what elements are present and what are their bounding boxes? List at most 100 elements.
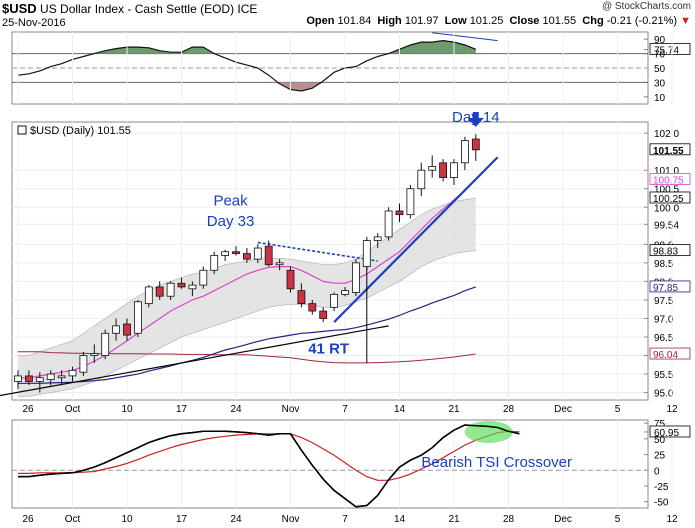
brand-label: @ StockCharts.com <box>601 1 691 12</box>
title-text: US Dollar Index - Cash Settle (EOD) ICE <box>40 2 258 16</box>
x-tick-label-lower: 7 <box>342 514 348 525</box>
x-tick-label-main: 26 <box>22 404 34 415</box>
candle <box>155 286 164 297</box>
upper-y-tick-label: 75.74 <box>654 45 679 56</box>
candle <box>253 247 262 260</box>
candle <box>123 323 131 336</box>
upper-y-tick-label: 10 <box>654 93 666 104</box>
x-tick-label-lower: 14 <box>394 514 406 525</box>
candle <box>417 169 426 190</box>
candle <box>450 162 458 178</box>
x-tick-label-lower: 28 <box>503 514 515 525</box>
down-triangle-icon: ▼ <box>680 15 691 27</box>
x-tick-label-lower: Nov <box>282 514 300 525</box>
ohlc-readout: Open 101.84 High 101.97 Low 101.25 Close… <box>306 15 691 27</box>
candle <box>308 303 317 312</box>
low-value: 101.25 <box>469 15 504 27</box>
candle <box>384 210 393 238</box>
candle <box>460 140 469 164</box>
price-tag <box>649 143 691 156</box>
trendline-1 <box>0 325 389 397</box>
main-y-tick-label: 95.0 <box>654 389 674 400</box>
x-tick-label-main: 12 <box>666 404 678 415</box>
x-tick-label-lower: Oct <box>65 514 81 525</box>
x-tick-label-main: 14 <box>394 404 406 415</box>
x-tick-label-main: 21 <box>448 404 460 415</box>
annotation-label: Day 33 <box>207 213 255 230</box>
value-tag <box>649 425 691 438</box>
candle <box>297 290 306 305</box>
lower-y-tick-label: 0 <box>654 466 660 477</box>
x-tick-label-main: Oct <box>65 404 81 415</box>
candle <box>341 290 349 295</box>
price-tag-label: 96.04 <box>653 350 678 361</box>
candle <box>406 188 415 216</box>
candle <box>471 138 480 151</box>
candle <box>373 236 382 242</box>
tsi-line-overlay <box>18 424 520 508</box>
upper-y-tick-label: 30 <box>654 78 666 89</box>
lower-y-tick-label: 50 <box>654 435 666 446</box>
date-label: 25-Nov-2016 <box>2 17 66 29</box>
crossover-annotation: Bearish TSI Crossover <box>421 454 572 471</box>
x-tick-label-main: 5 <box>615 404 621 415</box>
close-label: Close <box>509 15 540 27</box>
chart-title: $USD US Dollar Index - Cash Settle (EOD)… <box>2 1 257 16</box>
candle <box>46 373 55 381</box>
main-y-tick-label: 100.5 <box>654 185 679 196</box>
change-value: -0.21 (-0.21%) <box>606 15 678 27</box>
upper-y-tick-label: 50 <box>654 64 666 75</box>
symbol-label: $USD <box>2 1 37 16</box>
candle <box>362 240 371 267</box>
x-tick-label-main: 28 <box>503 404 515 415</box>
main-y-tick-label: 99.54 <box>654 220 679 231</box>
candle <box>90 353 99 356</box>
change-label: Chg <box>582 15 604 27</box>
candle <box>210 255 219 271</box>
x-tick-label-lower: Dec <box>554 514 572 525</box>
high-label: High <box>377 15 402 27</box>
upper-trendline <box>432 32 498 42</box>
candle <box>144 286 153 305</box>
upper-y-tick-label: 70 <box>654 50 666 61</box>
x-tick-label-lower: 17 <box>176 514 188 525</box>
lower-y-tick-label: -50 <box>654 498 669 509</box>
x-tick-label-lower: 10 <box>121 514 133 525</box>
candle <box>68 369 77 377</box>
candle <box>24 375 33 382</box>
price-tag <box>649 280 691 293</box>
candle <box>35 377 44 382</box>
x-tick-label-main: Dec <box>554 404 572 415</box>
candle <box>112 325 120 334</box>
lower-y-tick-label: -25 <box>654 482 669 493</box>
band-fill <box>18 198 476 397</box>
candle <box>14 375 22 382</box>
tsi-signal-line <box>18 430 520 481</box>
lower-y-tick-label: 75 <box>654 419 666 430</box>
high-value: 101.97 <box>404 15 439 27</box>
candle <box>242 253 251 260</box>
ma-long-line <box>18 286 476 384</box>
price-tag <box>649 173 691 185</box>
x-tick-label-main: 7 <box>342 404 348 415</box>
price-tag-label: 100.25 <box>653 194 684 205</box>
candle <box>166 282 175 297</box>
x-tick-label-main: 10 <box>121 404 133 415</box>
x-tick-label-lower: 24 <box>230 514 242 525</box>
trendline-3 <box>257 241 378 262</box>
candle <box>101 332 110 356</box>
price-tag-label: 100.75 <box>653 175 684 186</box>
open-value: 101.84 <box>337 15 372 27</box>
candle <box>199 269 208 286</box>
candle <box>395 210 404 216</box>
x-tick-label-main: Nov <box>282 404 300 415</box>
value-tag <box>649 42 691 55</box>
upper-overbought-fill <box>18 40 476 54</box>
main-y-tick-label: 97.5 <box>654 296 674 307</box>
legend-candle-icon <box>17 125 27 135</box>
price-tag-label: 101.55 <box>653 146 684 157</box>
candle <box>275 262 284 266</box>
candle <box>264 245 273 266</box>
candle <box>439 162 448 178</box>
